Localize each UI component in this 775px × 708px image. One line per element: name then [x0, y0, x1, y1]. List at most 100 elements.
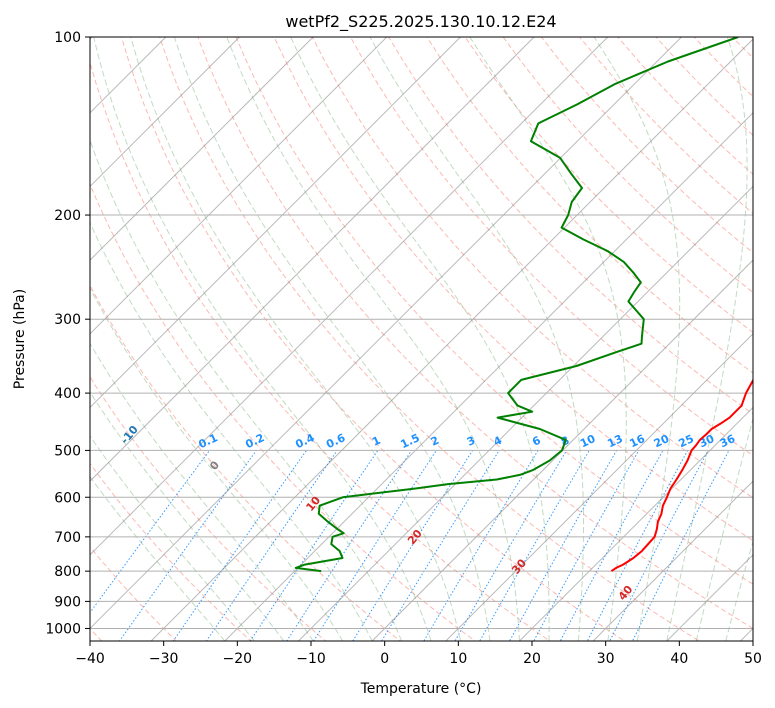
- dry-adiabat-label: 30: [509, 556, 529, 576]
- dry-adiabat: [90, 284, 402, 641]
- profiles: [294, 37, 753, 573]
- y-tick-label: 500: [54, 443, 81, 459]
- x-tick-label: 10: [449, 651, 467, 667]
- mixing-ratio-label: 0.4: [293, 431, 316, 451]
- isotherm: [592, 480, 753, 641]
- chart-title: wetPf2_S225.2025.130.10.12.E24: [285, 12, 556, 32]
- mixing-ratio-label: 0.2: [243, 431, 266, 451]
- x-tick-label: 0: [380, 651, 389, 667]
- dry-adiabat: [90, 462, 252, 641]
- moist-adiabat: [90, 391, 285, 641]
- mixing-ratio-line: [172, 450, 307, 641]
- moist-adiabat: [130, 37, 461, 641]
- dry-adiabat: [120, 37, 626, 641]
- mixing-ratio-line: [90, 450, 211, 614]
- x-tick-label: −20: [223, 651, 253, 667]
- moist-adiabat: [173, 37, 491, 641]
- moist-adiabat: [90, 342, 314, 641]
- y-tick-label: 300: [54, 312, 81, 328]
- dry-adiabat: [311, 37, 753, 499]
- mixing-ratio-label: 36: [718, 432, 738, 450]
- moist-adiabat: [725, 539, 753, 641]
- x-tick-label: 40: [670, 651, 688, 667]
- isotherm: [371, 259, 753, 641]
- moist-adiabat: [226, 37, 520, 641]
- moist-adiabat: [290, 37, 550, 641]
- moist-adiabat: [666, 37, 748, 641]
- mixing-ratio-label: 0.1: [197, 431, 220, 451]
- dry-adiabat: [578, 37, 753, 214]
- isotherm: [666, 554, 753, 641]
- isotherm: [90, 37, 241, 188]
- dry-adiabat: [197, 37, 753, 630]
- y-tick-label: 400: [54, 386, 81, 402]
- mixing-ratio-label: 30: [697, 432, 717, 450]
- isotherm: [90, 37, 462, 409]
- y-tick-label: 1000: [45, 621, 81, 637]
- x-axis-label: Temperature (°C): [360, 681, 482, 697]
- dry-adiabat: [744, 10, 775, 653]
- mixing-ratio-line: [609, 450, 709, 641]
- moist-adiabat: [90, 286, 344, 641]
- moist-adiabat: [469, 37, 627, 641]
- moist-adiabat: [93, 37, 432, 641]
- dry-adiabat: [90, 61, 551, 641]
- mixing-ratio-line: [312, 450, 437, 641]
- isotherm: [90, 37, 167, 114]
- isotherm: [90, 37, 683, 630]
- dry-adiabat: [731, 37, 753, 59]
- mixing-ratio-label: 6: [530, 434, 543, 449]
- isotherm: [90, 37, 388, 335]
- isotherm: [90, 37, 314, 261]
- isotherm: [90, 37, 609, 556]
- moist-adiabat: [90, 475, 226, 641]
- mixing-ratio-line: [586, 450, 689, 641]
- mixing-ratio-label: 13: [605, 432, 624, 450]
- isotherm: [90, 37, 535, 482]
- background-lines: [90, 10, 775, 653]
- dry-adiabat: [235, 37, 753, 585]
- y-tick-label: 700: [54, 530, 81, 546]
- y-tick-label: 600: [54, 490, 81, 506]
- mixing-ratio-label: 20: [652, 432, 672, 450]
- dry-adiabat: [464, 37, 753, 334]
- mixing-ratio-label: 25: [677, 432, 696, 450]
- dry-adiabat: [540, 37, 753, 254]
- mixing-ratio-label: 3: [465, 434, 477, 449]
- moist-adiabat: [90, 435, 255, 641]
- axes: −40 −30 −20 −10 0 10 20 30 40 5010020030040050060…: [45, 30, 762, 667]
- moist-adiabat: [593, 37, 681, 641]
- moist-adiabat: [90, 221, 373, 641]
- plot-frame: [89, 36, 754, 642]
- dry-adiabat-label: 0: [207, 458, 222, 472]
- temperature-profile: [610, 376, 753, 572]
- x-tick-label: 20: [523, 651, 541, 667]
- y-tick-label: 900: [54, 594, 81, 610]
- mixing-ratio-line: [249, 450, 379, 641]
- mixing-ratio-label: 16: [628, 432, 648, 450]
- isotherm: [150, 38, 753, 641]
- x-tick-label: −10: [296, 651, 326, 667]
- isotherm: [297, 185, 753, 641]
- x-tick-label: 50: [744, 651, 762, 667]
- dry-adiabat: [90, 183, 476, 641]
- y-axis-label: Pressure (hPa): [12, 289, 28, 389]
- dry-adiabat-label: -10: [118, 423, 141, 447]
- mixing-ratio-label: 10: [578, 432, 598, 450]
- y-tick-label: 200: [54, 208, 81, 224]
- x-tick-label: 30: [597, 651, 615, 667]
- dry-adiabat: [655, 37, 753, 136]
- dry-adiabat: [502, 37, 753, 294]
- moist-adiabat: [369, 37, 584, 641]
- mixing-ratio-label: 1: [370, 434, 382, 449]
- dewpoint-profile: [294, 37, 739, 573]
- dry-adiabat-label: 40: [616, 583, 636, 603]
- y-tick-label: 100: [54, 30, 81, 46]
- isotherm: [224, 112, 753, 641]
- mixing-ratio-line: [533, 450, 640, 641]
- mixing-ratio-line: [509, 450, 618, 641]
- y-tick-label: 800: [54, 564, 81, 580]
- x-tick-label: −30: [149, 651, 179, 667]
